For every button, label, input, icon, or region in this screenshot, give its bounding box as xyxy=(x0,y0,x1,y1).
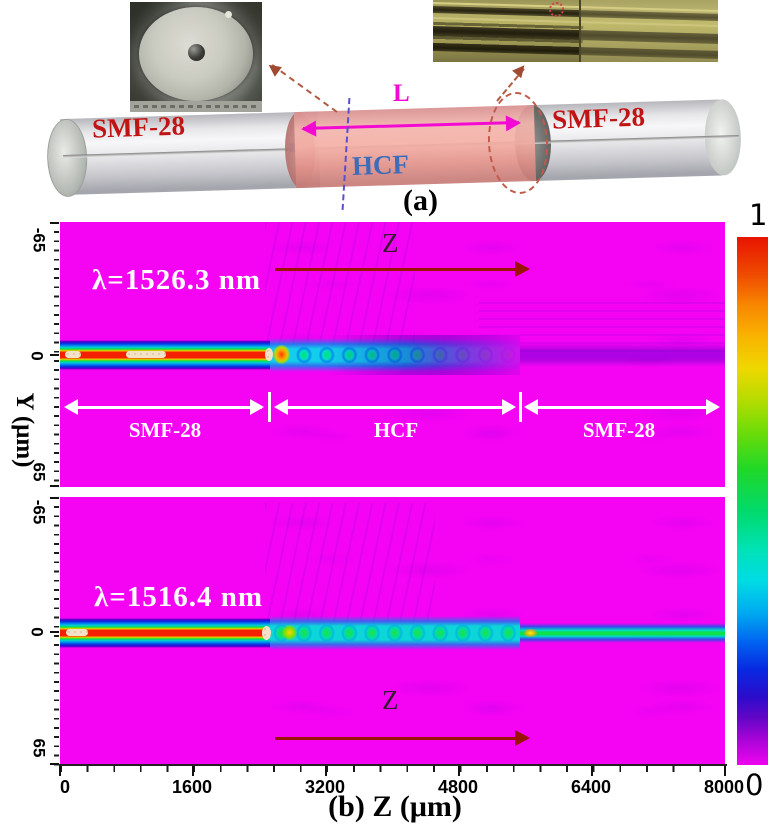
splice-spot xyxy=(265,348,273,361)
x-tick-label: 8000 xyxy=(703,777,745,797)
arrowhead-icon xyxy=(515,730,530,746)
smf-left-label: SMF-28 xyxy=(91,110,186,144)
saturation-spot xyxy=(126,351,166,358)
x-major-tick xyxy=(724,766,727,776)
hcf-label: HCF xyxy=(351,149,410,181)
arrowhead-icon xyxy=(524,399,538,415)
caption-b-text: (b) xyxy=(328,790,365,823)
micrograph-right-half xyxy=(581,0,718,62)
output-guided-beam xyxy=(520,623,725,643)
smf-right-label: SMF-28 xyxy=(551,101,646,135)
colorbar-min-label: 0 xyxy=(745,768,764,802)
region-divider xyxy=(268,392,271,422)
region-arrow-smf2 xyxy=(529,406,717,409)
y-tick-label: 0 xyxy=(27,351,47,361)
arrowhead-left-icon xyxy=(300,120,317,137)
scatter-fan-texture xyxy=(265,503,435,623)
arrowhead-icon xyxy=(502,399,516,415)
hollow-core-hole xyxy=(188,44,205,61)
heatmap-1516nm: λ=1516.4 nm Z xyxy=(60,497,725,765)
x-axis-line xyxy=(59,764,727,766)
x-major-tick xyxy=(192,766,195,776)
saturation-spot xyxy=(66,629,88,636)
sem-scale-bar-text xyxy=(134,105,258,108)
arrowhead-icon xyxy=(64,399,78,415)
heatmap-1526nm: λ=1526.3 nm Z SMF-28 HCF SMF-28 xyxy=(60,222,725,487)
arrowhead-icon xyxy=(260,56,282,77)
z-direction-arrow xyxy=(275,730,530,746)
y-major-tick xyxy=(50,763,59,766)
x-tick-label: 6400 xyxy=(570,777,612,797)
x-axis-minor-ticks xyxy=(60,766,726,772)
arrowhead-icon xyxy=(515,261,530,277)
region-label-hcf: HCF xyxy=(373,418,419,442)
y-major-tick xyxy=(50,497,59,500)
arrowhead-icon xyxy=(250,399,264,415)
y-tick-label: -65 xyxy=(29,227,49,253)
scatter-fan-texture xyxy=(265,222,415,350)
input-beam xyxy=(60,618,271,648)
y-axis-title: Y (μm) xyxy=(11,392,38,468)
region-label-smf1: SMF-28 xyxy=(128,418,202,442)
red-marker-circle xyxy=(549,2,564,17)
sem-scale-bar xyxy=(130,101,262,112)
colorbar-max-label: 1 xyxy=(749,198,768,232)
y-major-tick xyxy=(50,354,59,357)
y-major-tick xyxy=(50,222,59,225)
sem-cross-section-inset xyxy=(130,2,262,112)
output-residual-band xyxy=(520,343,725,367)
x-axis-title: Z (μm) xyxy=(372,790,462,823)
x-tick-label: 0 xyxy=(59,777,70,797)
x-major-tick xyxy=(458,766,461,776)
wavelength-label-bottom: λ=1516.4 nm xyxy=(94,581,264,613)
splice-joint-line xyxy=(579,0,581,62)
splice-micrograph-inset xyxy=(433,0,718,62)
z-direction-arrow xyxy=(275,261,530,277)
x-tick-label: 4800 xyxy=(437,777,479,797)
saturation-spot xyxy=(65,351,81,358)
first-lobe xyxy=(273,345,291,364)
y-major-tick xyxy=(50,485,59,488)
arrowhead-icon xyxy=(274,399,288,415)
arrowhead-icon xyxy=(706,399,720,415)
splice-spot xyxy=(262,626,271,640)
z-label-bottom: Z xyxy=(382,685,399,715)
y-tick-label: -65 xyxy=(29,499,49,525)
interference-lobes xyxy=(270,620,521,646)
region-arrow-hcf xyxy=(279,406,513,409)
region-arrow-smf1 xyxy=(70,406,262,409)
z-label-top: Z xyxy=(382,228,399,258)
panel-b-caption: (b) Z (μm) xyxy=(255,790,535,824)
region-label-smf2: SMF-28 xyxy=(582,418,656,442)
first-lobe xyxy=(282,625,298,640)
region-divider xyxy=(519,392,522,422)
sem-highlight-dot xyxy=(225,11,232,18)
y-tick-label: 65 xyxy=(29,738,49,758)
y-major-tick xyxy=(50,631,59,634)
x-major-tick xyxy=(325,766,328,776)
x-major-tick xyxy=(591,766,594,776)
wavelength-label-top: λ=1526.3 nm xyxy=(92,264,262,296)
y-tick-label: 0 xyxy=(27,627,47,637)
panel-a-caption: (a) xyxy=(403,184,438,217)
x-major-tick xyxy=(59,766,62,776)
output-hotspot xyxy=(524,629,538,637)
colorbar xyxy=(737,237,768,765)
length-label: L xyxy=(393,80,410,107)
decay-overlay xyxy=(405,333,521,377)
micrograph-fiber-texture xyxy=(433,21,584,49)
x-tick-label: 3200 xyxy=(304,777,346,797)
x-tick-label: 1600 xyxy=(171,777,213,797)
